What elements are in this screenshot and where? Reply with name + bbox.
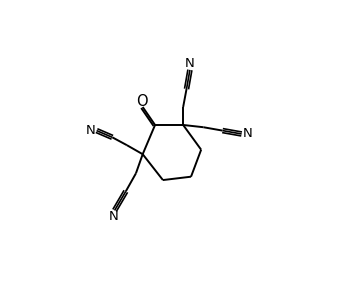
Text: N: N xyxy=(185,57,195,70)
Text: N: N xyxy=(109,210,119,223)
Text: N: N xyxy=(243,128,253,140)
Text: N: N xyxy=(85,124,95,137)
Text: O: O xyxy=(136,94,148,109)
